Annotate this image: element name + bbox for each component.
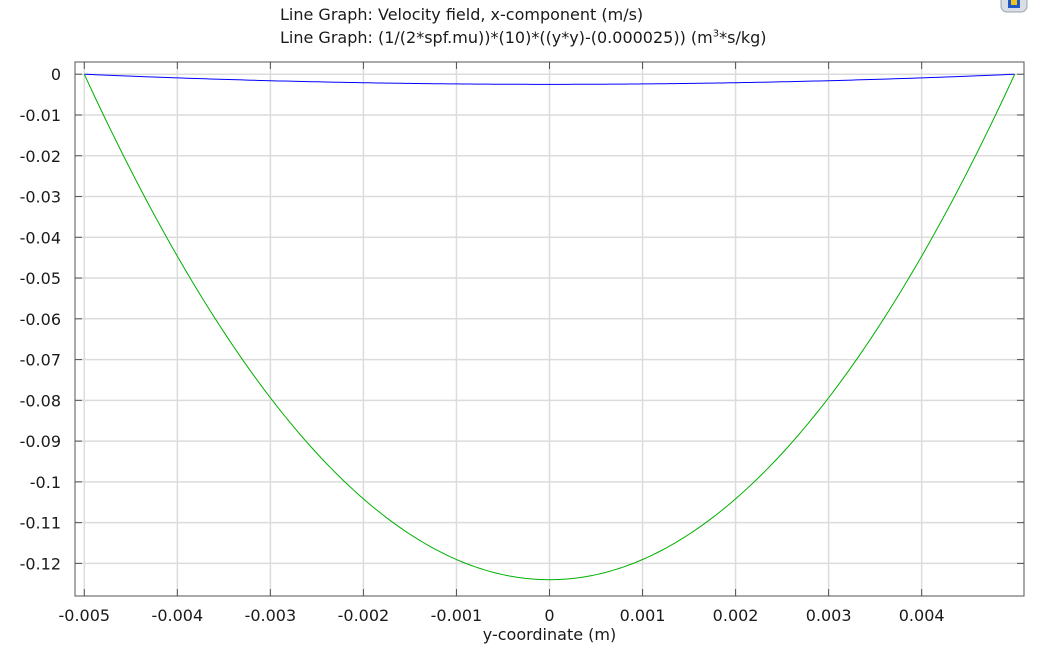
x-tick-label: -0.004 [152,606,204,625]
x-axis-label: y-coordinate (m) [483,625,616,644]
y-tick-label: -0.03 [20,188,61,207]
y-tick-label: 0 [51,65,61,84]
window-resize-icon[interactable] [1000,0,1028,14]
chart-grid [75,62,1024,596]
x-tick-label: 0.003 [806,606,852,625]
series-line-2 [83,74,1016,581]
y-tick-label: -0.02 [20,147,61,166]
x-tick-label: 0.002 [713,606,759,625]
y-tick-label: -0.05 [20,269,61,288]
y-tick-labels: 0 -0.01 -0.02 -0.03 -0.04 -0.05 -0.06 -0.07 -0.0… [20,65,61,573]
y-tick-label: -0.04 [20,228,61,247]
chart-title-line-2: Line Graph: (1/(2*spf.mu))*(10)*((y*y)-(… [280,28,767,47]
chart-title-line-1: Line Graph: Velocity field, x-component … [280,5,644,24]
x-tick-label: -0.001 [431,606,483,625]
y-tick-label: -0.01 [20,106,61,125]
y-tick-label: -0.12 [20,554,61,573]
y-tick-label: -0.11 [20,514,61,533]
x-tick-label: -0.005 [59,606,111,625]
x-tick-labels: -0.005 -0.004 -0.003 -0.002 -0.001 0 0.001 0.00… [59,606,945,625]
y-tick-label: -0.08 [20,391,61,410]
series-line-1 [84,73,1015,85]
y-tick-label: -0.07 [20,351,61,370]
x-tick-label: 0.001 [620,606,666,625]
x-tick-label: -0.002 [338,606,390,625]
chart-series [83,73,1016,581]
y-tick-label: -0.1 [30,473,61,492]
chart-ticks [75,62,1024,596]
y-tick-label: -0.06 [20,310,61,329]
y-tick-label: -0.09 [20,432,61,451]
x-tick-label: 0 [544,606,554,625]
x-tick-label: -0.003 [245,606,297,625]
x-tick-label: 0.004 [899,606,945,625]
